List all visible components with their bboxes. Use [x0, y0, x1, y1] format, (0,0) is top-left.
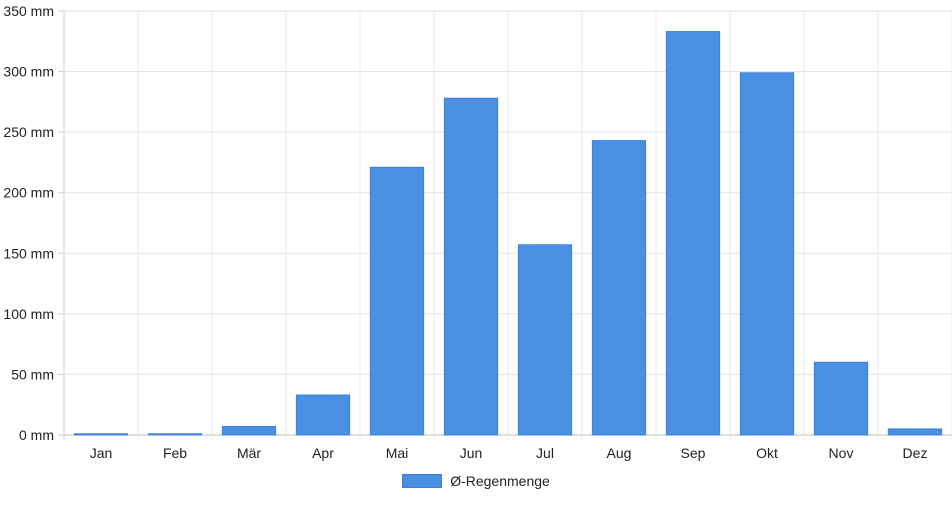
x-tick-label: Nov: [829, 445, 854, 461]
x-tick-label: Jul: [536, 445, 554, 461]
y-tick-label: 200 mm: [3, 185, 54, 201]
bar-jul: [517, 244, 573, 436]
bar-sep: [665, 31, 721, 436]
y-tick-label: 150 mm: [3, 245, 54, 261]
tick-labels: 0 mm 50 mm 100 mm 150 mm 200 mm 250 mm 300 mm 3…: [3, 3, 927, 461]
bar-jan: [73, 433, 129, 436]
x-tick-label: Jun: [460, 445, 483, 461]
y-tick-label: 0 mm: [19, 427, 54, 443]
x-tick-label: Dez: [903, 445, 928, 461]
bar-dez: [887, 428, 943, 436]
bar-mai: [369, 166, 425, 436]
bar-nov: [813, 361, 869, 436]
y-tick-label: 350 mm: [3, 3, 54, 19]
x-tick-label: Mär: [237, 445, 261, 461]
x-tick-label: Feb: [163, 445, 187, 461]
x-tick-label: Aug: [607, 445, 632, 461]
legend-label: Ø-Regenmenge: [450, 473, 550, 489]
bar-mär: [221, 426, 277, 436]
x-tick-label: Sep: [681, 445, 706, 461]
legend-swatch: [402, 474, 443, 488]
legend[interactable]: Ø-Regenmenge: [0, 473, 952, 489]
x-tick-label: Apr: [312, 445, 334, 461]
bar-feb: [147, 433, 203, 436]
grid: [63, 10, 952, 441]
x-tick-label: Okt: [756, 445, 778, 461]
axes: [58, 10, 64, 436]
y-tick-label: 250 mm: [3, 124, 54, 140]
x-tick-label: Jan: [90, 445, 113, 461]
bar-okt: [739, 72, 795, 436]
y-tick-label: 300 mm: [3, 64, 54, 80]
bars: [73, 31, 943, 436]
x-tick-label: Mai: [386, 445, 409, 461]
y-tick-label: 50 mm: [11, 366, 54, 382]
bar-apr: [295, 394, 351, 436]
bar-jun: [443, 97, 499, 436]
y-tick-label: 100 mm: [3, 306, 54, 322]
bar-aug: [591, 140, 647, 436]
